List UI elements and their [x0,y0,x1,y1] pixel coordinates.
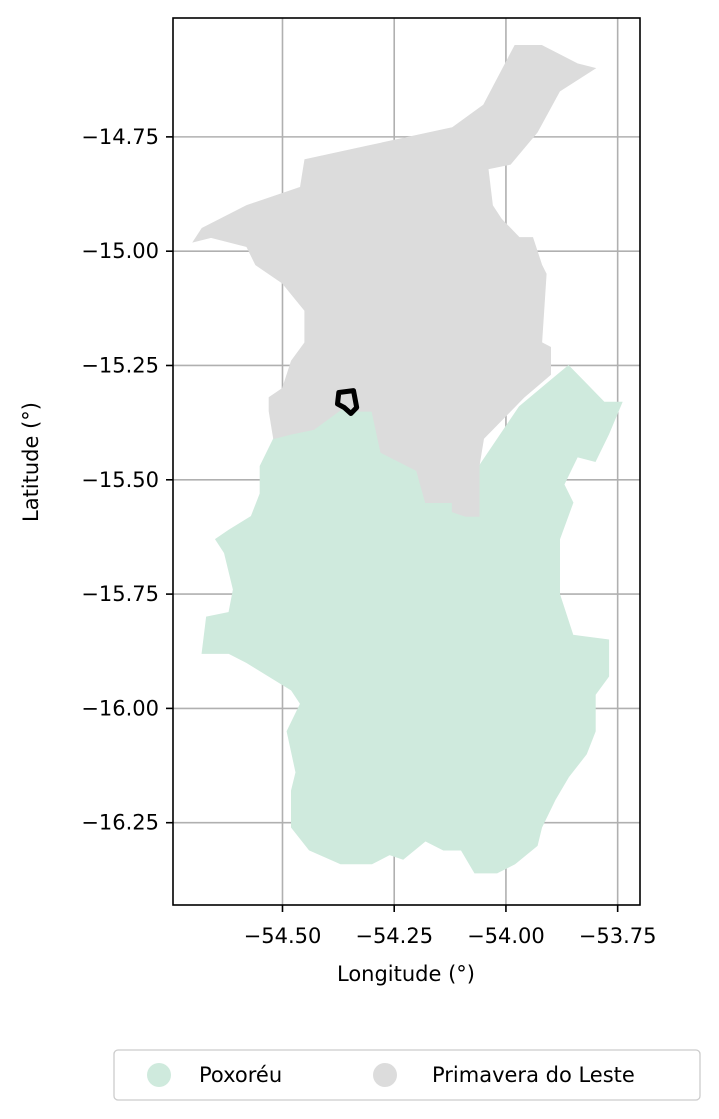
y-tick-label: −14.75 [81,125,159,149]
region-primavera-do-leste [192,45,597,517]
y-axis-label: Latitude (°) [19,402,43,522]
legend: Poxoréu Primavera do Leste [113,1049,701,1101]
highlight-outline [335,388,360,416]
y-tick-label: −16.00 [81,696,159,720]
y-tick-label: −15.25 [81,353,159,377]
axes-frame [172,17,641,906]
legend-marker-primavera-do-leste [373,1063,397,1087]
legend-label-poxoreu: Poxoréu [199,1063,282,1087]
y-tick-label: −15.50 [81,468,159,492]
y-tick-label: −16.25 [81,811,159,835]
annotations [335,388,360,416]
x-tick-label: −54.00 [467,924,545,948]
x-tick-label: −54.25 [355,924,433,948]
legend-marker-poxoreu [147,1063,171,1087]
y-axis: −14.75 −15.00 −15.25 −15.50 −15.75 −16.00 −16.… [81,125,173,835]
x-axis-label: Longitude (°) [337,962,475,986]
regions [192,45,623,874]
legend-label-primavera-do-leste: Primavera do Leste [432,1063,635,1087]
x-axis: −54.50 −54.25 −54.00 −53.75 [244,905,657,948]
y-tick-label: −15.75 [81,582,159,606]
x-tick-label: −54.50 [244,924,322,948]
x-tick-label: −53.75 [579,924,657,948]
legend-frame [113,1049,701,1101]
y-tick-label: −15.00 [81,239,159,263]
